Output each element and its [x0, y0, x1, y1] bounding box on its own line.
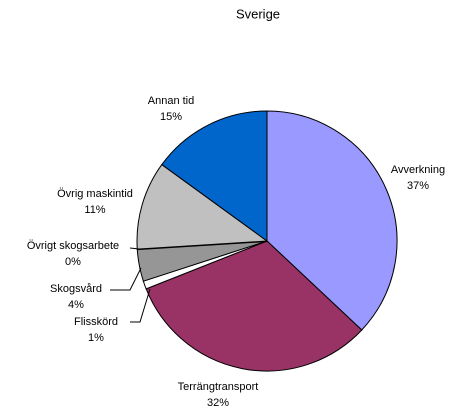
slice-label: Övrigt skogsarbete [27, 240, 119, 252]
pie-slice [266, 110, 398, 331]
value-label: 15% [160, 111, 182, 123]
value-label: 32% [207, 397, 229, 409]
slice-label: Avverkning [391, 164, 445, 176]
value-label: 1% [88, 332, 104, 344]
leader-line [130, 288, 151, 323]
slice-label: Annan tid [148, 95, 194, 107]
value-label: 11% [84, 204, 105, 216]
value-label: 0% [65, 256, 81, 268]
slice-label: Övrig maskintid [57, 188, 133, 200]
chart-title: Sverige [236, 6, 280, 21]
value-label: 4% [68, 299, 84, 311]
value-label: 37% [407, 180, 429, 192]
pie-slice [145, 240, 363, 372]
leader-line [129, 247, 140, 250]
pie-slice [136, 163, 269, 250]
leader-line [110, 267, 142, 291]
slice-label: Skogsvård [50, 283, 102, 295]
pie-slice [161, 110, 268, 242]
slice-label: Terrängtransport [178, 381, 259, 393]
slice-label: Flisskörd [74, 316, 118, 328]
